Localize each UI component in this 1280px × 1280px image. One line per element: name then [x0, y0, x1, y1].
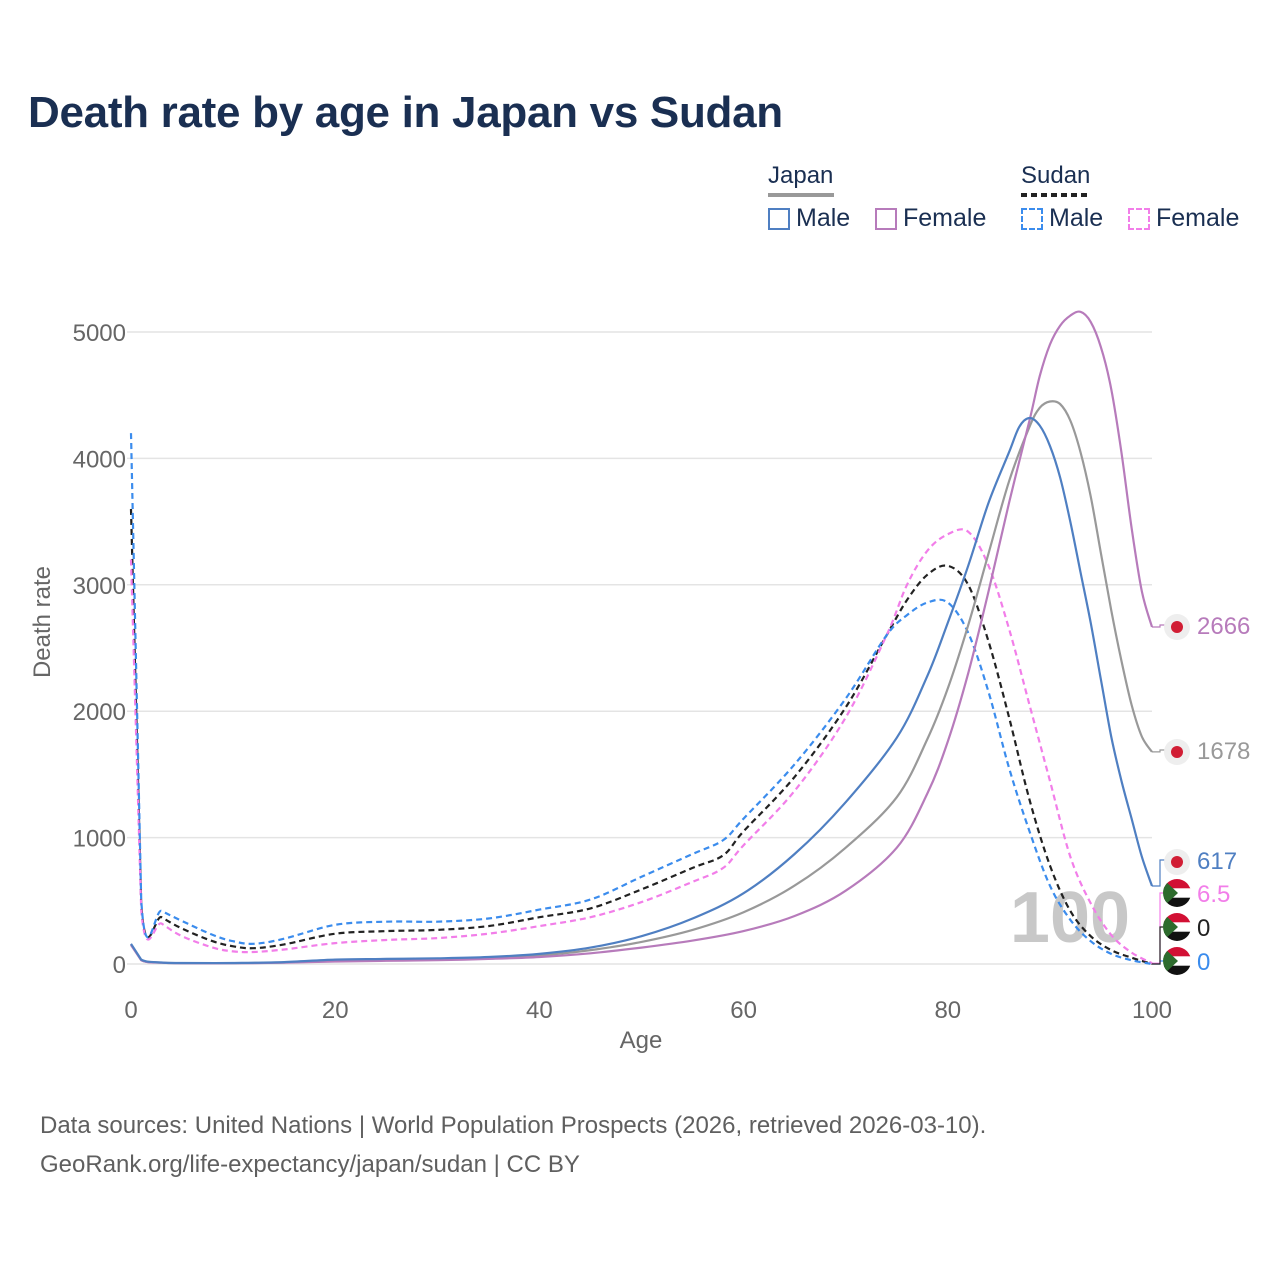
y-axis-label: Death rate — [29, 566, 56, 678]
y-tick-label: 5000 — [73, 320, 126, 347]
legend-item-sudan-male[interactable]: Male — [1021, 204, 1103, 233]
legend-label-japan-female: Female — [903, 204, 987, 232]
legend-group-title-sudan: Sudan — [1021, 162, 1091, 189]
sudan-flag-icon — [1163, 879, 1191, 907]
legend-group-title-japan: Japan — [768, 162, 834, 189]
end-label-value: 2666 — [1197, 613, 1250, 640]
legend-label-sudan-male: Male — [1049, 204, 1104, 232]
end-label-value: 0 — [1197, 915, 1210, 942]
legend-swatch-sudan-female — [1128, 207, 1150, 230]
source-line-1: Data sources: United Nations | World Pop… — [40, 1112, 987, 1139]
y-tick-label: 3000 — [73, 573, 126, 600]
end-label-sudan-male: 0 — [1152, 947, 1210, 976]
sudan-flag-icon — [1163, 947, 1191, 975]
series-line-sudan-total[interactable] — [129, 508, 1153, 966]
end-label-value: 617 — [1197, 848, 1237, 875]
axis-layer: 0 1000 2000 3000 4000 5000 0 20 40 60 80 100 — [73, 320, 1172, 1024]
end-label-value: 6.5 — [1197, 881, 1230, 908]
x-tick-label: 0 — [124, 997, 137, 1024]
japan-flag-disc — [1171, 621, 1183, 633]
end-label-layer: 617 2666 1678 0 6.5 0 — [1152, 613, 1250, 976]
legend-item-japan-male[interactable]: Male — [768, 204, 850, 233]
end-label-value: 0 — [1197, 949, 1210, 976]
end-label-connector — [1152, 859, 1166, 887]
end-label-japan-female: 2666 — [1152, 613, 1250, 640]
end-label-connector — [1152, 749, 1166, 753]
japan-flag-disc — [1171, 856, 1183, 868]
y-tick-label: 0 — [113, 952, 126, 979]
end-label-value: 1678 — [1197, 738, 1250, 765]
data-source: Data sources: United Nations | World Pop… — [40, 1106, 986, 1184]
y-tick-label: 1000 — [73, 826, 126, 853]
x-tick-label: 20 — [322, 997, 349, 1024]
legend-item-japan-female[interactable]: Female — [875, 204, 986, 233]
legend-group-sudan: Sudan — [1021, 162, 1091, 197]
x-tick-label: 40 — [526, 997, 553, 1024]
x-tick-label: 60 — [730, 997, 757, 1024]
legend-swatch-japan-male — [768, 207, 790, 230]
series-line-sudan-male[interactable] — [129, 433, 1153, 966]
legend-swatch-sudan-male — [1021, 207, 1043, 230]
line-chart: 100 0 1000 2000 3000 4000 5000 0 20 40 60 80 100 61… — [29, 310, 1250, 1054]
legend-line-japan — [768, 193, 834, 197]
legend-group-japan: Japan — [768, 162, 834, 197]
end-label-sudan-total: 0 — [1152, 913, 1210, 965]
legend-item-sudan-female[interactable]: Female — [1128, 204, 1239, 233]
series-layer — [129, 310, 1154, 966]
series-line-japan-total[interactable] — [130, 400, 1153, 965]
x-axis-label: Age — [620, 1027, 663, 1054]
legend-swatch-japan-female — [875, 207, 897, 230]
x-tick-label: 100 — [1132, 997, 1172, 1024]
sudan-flag-icon — [1163, 913, 1191, 941]
chart-title: Death rate by age in Japan vs Sudan — [28, 88, 783, 137]
source-line-2[interactable]: GeoRank.org/life-expectancy/japan/sudan … — [40, 1151, 580, 1178]
end-label-connector — [1152, 624, 1166, 628]
end-label-sudan-female: 6.5 — [1152, 879, 1230, 964]
series-line-japan-female[interactable] — [130, 310, 1154, 965]
y-tick-label: 4000 — [73, 446, 126, 473]
x-tick-label: 80 — [934, 997, 961, 1024]
series-line-japan-male[interactable] — [130, 416, 1154, 965]
end-label-japan-total: 1678 — [1152, 738, 1250, 765]
legend-label-sudan-female: Female — [1156, 204, 1240, 232]
end-label-japan-male: 617 — [1152, 848, 1237, 887]
grid-layer — [127, 331, 1152, 965]
japan-flag-disc — [1171, 746, 1183, 758]
legend-label-japan-male: Male — [796, 204, 851, 232]
chart-watermark: 100 — [1010, 878, 1130, 958]
y-tick-label: 2000 — [73, 699, 126, 726]
legend-line-sudan — [1021, 193, 1091, 197]
series-line-sudan-female[interactable] — [129, 528, 1153, 965]
